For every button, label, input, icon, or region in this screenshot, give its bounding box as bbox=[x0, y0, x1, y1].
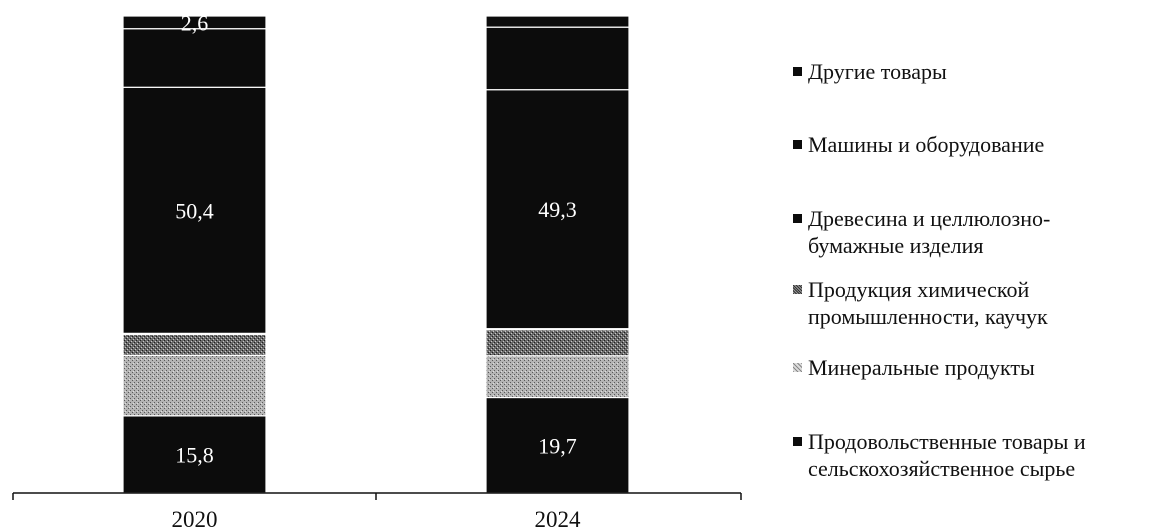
legend-label: Машины и оборудование bbox=[808, 132, 1045, 157]
bar-segment-2024-4 bbox=[485, 89, 630, 330]
bar-segment-2020-4 bbox=[122, 86, 267, 334]
legend-label: Другие товары bbox=[808, 59, 947, 84]
stacked-bar-chart: 15,8 50,4 2,6 19,7 49,3 2020 2024 bbox=[12, 10, 742, 532]
data-label-2020-4: 50,4 bbox=[175, 198, 214, 223]
bar-segment-2020-1 bbox=[122, 354, 267, 417]
legend-label: Древесина и целлюлозно- бумажные изделия bbox=[808, 206, 1051, 258]
legend-item-4: Минеральные продукты bbox=[793, 354, 1035, 381]
bar-segment-2024-6 bbox=[485, 15, 630, 28]
legend-item-1: Машины и оборудование bbox=[793, 131, 1044, 158]
bar-segment-2020-0 bbox=[122, 415, 267, 494]
legend-marker-icon bbox=[793, 140, 802, 149]
data-label-2024-4: 49,3 bbox=[538, 197, 577, 222]
bar-segment-2024-1 bbox=[485, 355, 630, 399]
legend-marker-icon bbox=[793, 363, 802, 372]
legend-marker-icon bbox=[793, 67, 802, 76]
data-label-2024-0: 19,7 bbox=[538, 433, 577, 458]
bar-segment-2024-2 bbox=[485, 329, 630, 357]
data-label-2020-6: 2,6 bbox=[181, 10, 209, 35]
bar-segment-2024-5 bbox=[485, 26, 630, 91]
legend-item-5: Продовольственные товары и сельскохозяйс… bbox=[793, 428, 1086, 482]
x-tick-label-2024: 2024 bbox=[535, 507, 582, 532]
legend-item-3: Продукция химической промышленности, кау… bbox=[793, 276, 1048, 330]
legend-item-0: Другие товары bbox=[793, 58, 947, 85]
bar-segment-2020-6 bbox=[122, 15, 267, 30]
legend-marker-icon bbox=[793, 437, 802, 446]
legend: Другие товары Машины и оборудование Древес… bbox=[793, 0, 1153, 532]
bar-segment-2020-2 bbox=[122, 333, 267, 356]
legend-label: Минеральные продукты bbox=[808, 355, 1035, 380]
legend-label: Продукция химической промышленности, кау… bbox=[808, 277, 1048, 329]
x-tick-label-2020: 2020 bbox=[172, 507, 218, 532]
legend-item-2: Древесина и целлюлозно- бумажные изделия bbox=[793, 205, 1050, 259]
bar-segment-2020-5 bbox=[122, 28, 267, 88]
legend-label: Продовольственные товары и сельскохозяйс… bbox=[808, 429, 1086, 481]
legend-marker-icon bbox=[793, 285, 802, 294]
legend-marker-icon bbox=[793, 214, 802, 223]
x-axis bbox=[12, 492, 742, 500]
data-label-2020-0: 15,8 bbox=[175, 442, 214, 467]
